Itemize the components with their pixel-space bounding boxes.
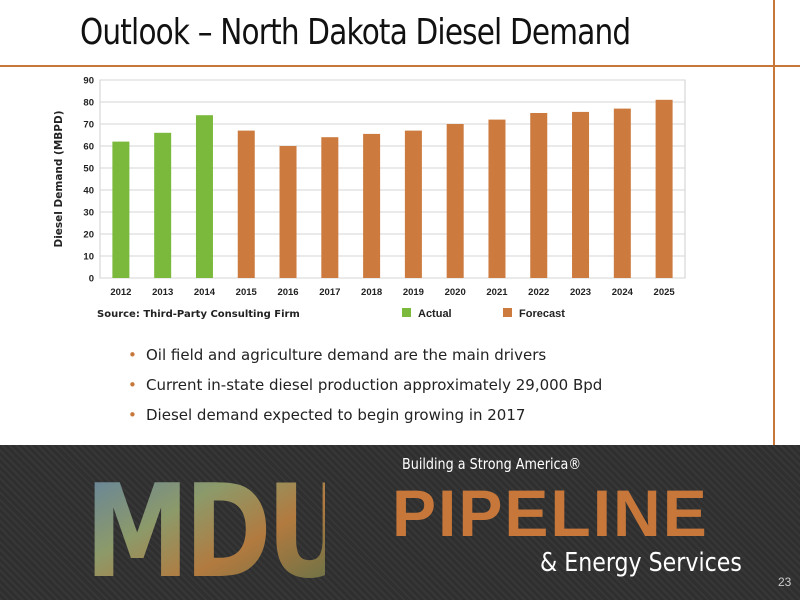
x-tick-label: 2013: [152, 287, 173, 298]
y-tick-label: 50: [83, 164, 94, 175]
bar-2019: [404, 130, 422, 278]
y-tick-label: 0: [89, 274, 94, 285]
x-tick-label: 2012: [110, 287, 131, 298]
mdu-logo: MDU: [85, 470, 325, 582]
bullet-item: Diesel demand expected to begin growing …: [128, 400, 602, 430]
y-tick-label: 20: [83, 230, 94, 241]
y-tick-label: 80: [83, 98, 94, 109]
bar-2014: [195, 115, 213, 278]
y-tick-label: 60: [83, 142, 94, 153]
x-tick-label: 2023: [570, 287, 591, 298]
legend-swatch-forecast: [503, 308, 512, 317]
x-tick-label: 2021: [486, 287, 508, 298]
plot-frame: [99, 79, 686, 279]
legend-label-actual: Actual: [418, 308, 452, 320]
x-tick-label: 2025: [654, 287, 676, 298]
bar-2022: [530, 113, 548, 278]
page-title: Outlook – North Dakota Diesel Demand: [80, 12, 631, 53]
bullet-item: Current in-state diesel production appro…: [128, 370, 602, 400]
x-tick-label: 2018: [361, 287, 382, 298]
bar-2016: [279, 146, 297, 278]
y-axis-label: Diesel Demand (MBPD): [53, 110, 65, 247]
y-tick-label: 90: [83, 76, 94, 87]
brand-name: PIPELINE: [392, 476, 709, 550]
x-tick-label: 2015: [236, 287, 258, 298]
bar-2017: [321, 137, 339, 278]
bar-2015: [237, 130, 255, 278]
legend-swatch-actual: [402, 308, 411, 317]
diesel-demand-chart: 0 10 20 30 40 50 60 70 80 90 Diesel Demand (MBPD) 2…: [53, 76, 686, 320]
bar-2013: [154, 132, 172, 278]
x-tick-label: 2020: [445, 287, 466, 298]
x-tick-label: 2017: [319, 287, 340, 298]
logo-text: MDU: [85, 470, 325, 582]
brand-subtitle: & Energy Services: [540, 548, 742, 578]
tagline: Building a Strong America®: [402, 455, 582, 473]
accent-horizontal-line: [0, 65, 800, 67]
x-tick-label: 2022: [528, 287, 549, 298]
legend-label-forecast: Forecast: [519, 308, 565, 320]
accent-vertical-line: [773, 0, 775, 600]
x-tick-label: 2014: [194, 287, 216, 298]
bar-2018: [363, 133, 381, 278]
bar-2021: [488, 119, 506, 278]
y-tick-label: 40: [83, 186, 94, 197]
bullet-item: Oil field and agriculture demand are the…: [128, 340, 602, 370]
y-tick-label: 30: [83, 208, 94, 219]
source-note: Source: Third-Party Consulting Firm: [97, 309, 300, 320]
bar-2024: [613, 108, 631, 278]
bar-2025: [655, 99, 673, 278]
y-tick-label: 10: [83, 252, 94, 263]
footer-banner: [0, 445, 800, 600]
x-tick-label: 2024: [612, 287, 634, 298]
bar-2020: [446, 124, 464, 278]
page-number: 23: [778, 575, 792, 589]
x-tick-label: 2016: [277, 287, 298, 298]
bar-2012: [112, 141, 130, 278]
bullet-list: Oil field and agriculture demand are the…: [128, 340, 602, 430]
y-tick-label: 70: [83, 120, 94, 131]
bar-2023: [572, 111, 590, 279]
x-tick-label: 2019: [403, 287, 424, 298]
